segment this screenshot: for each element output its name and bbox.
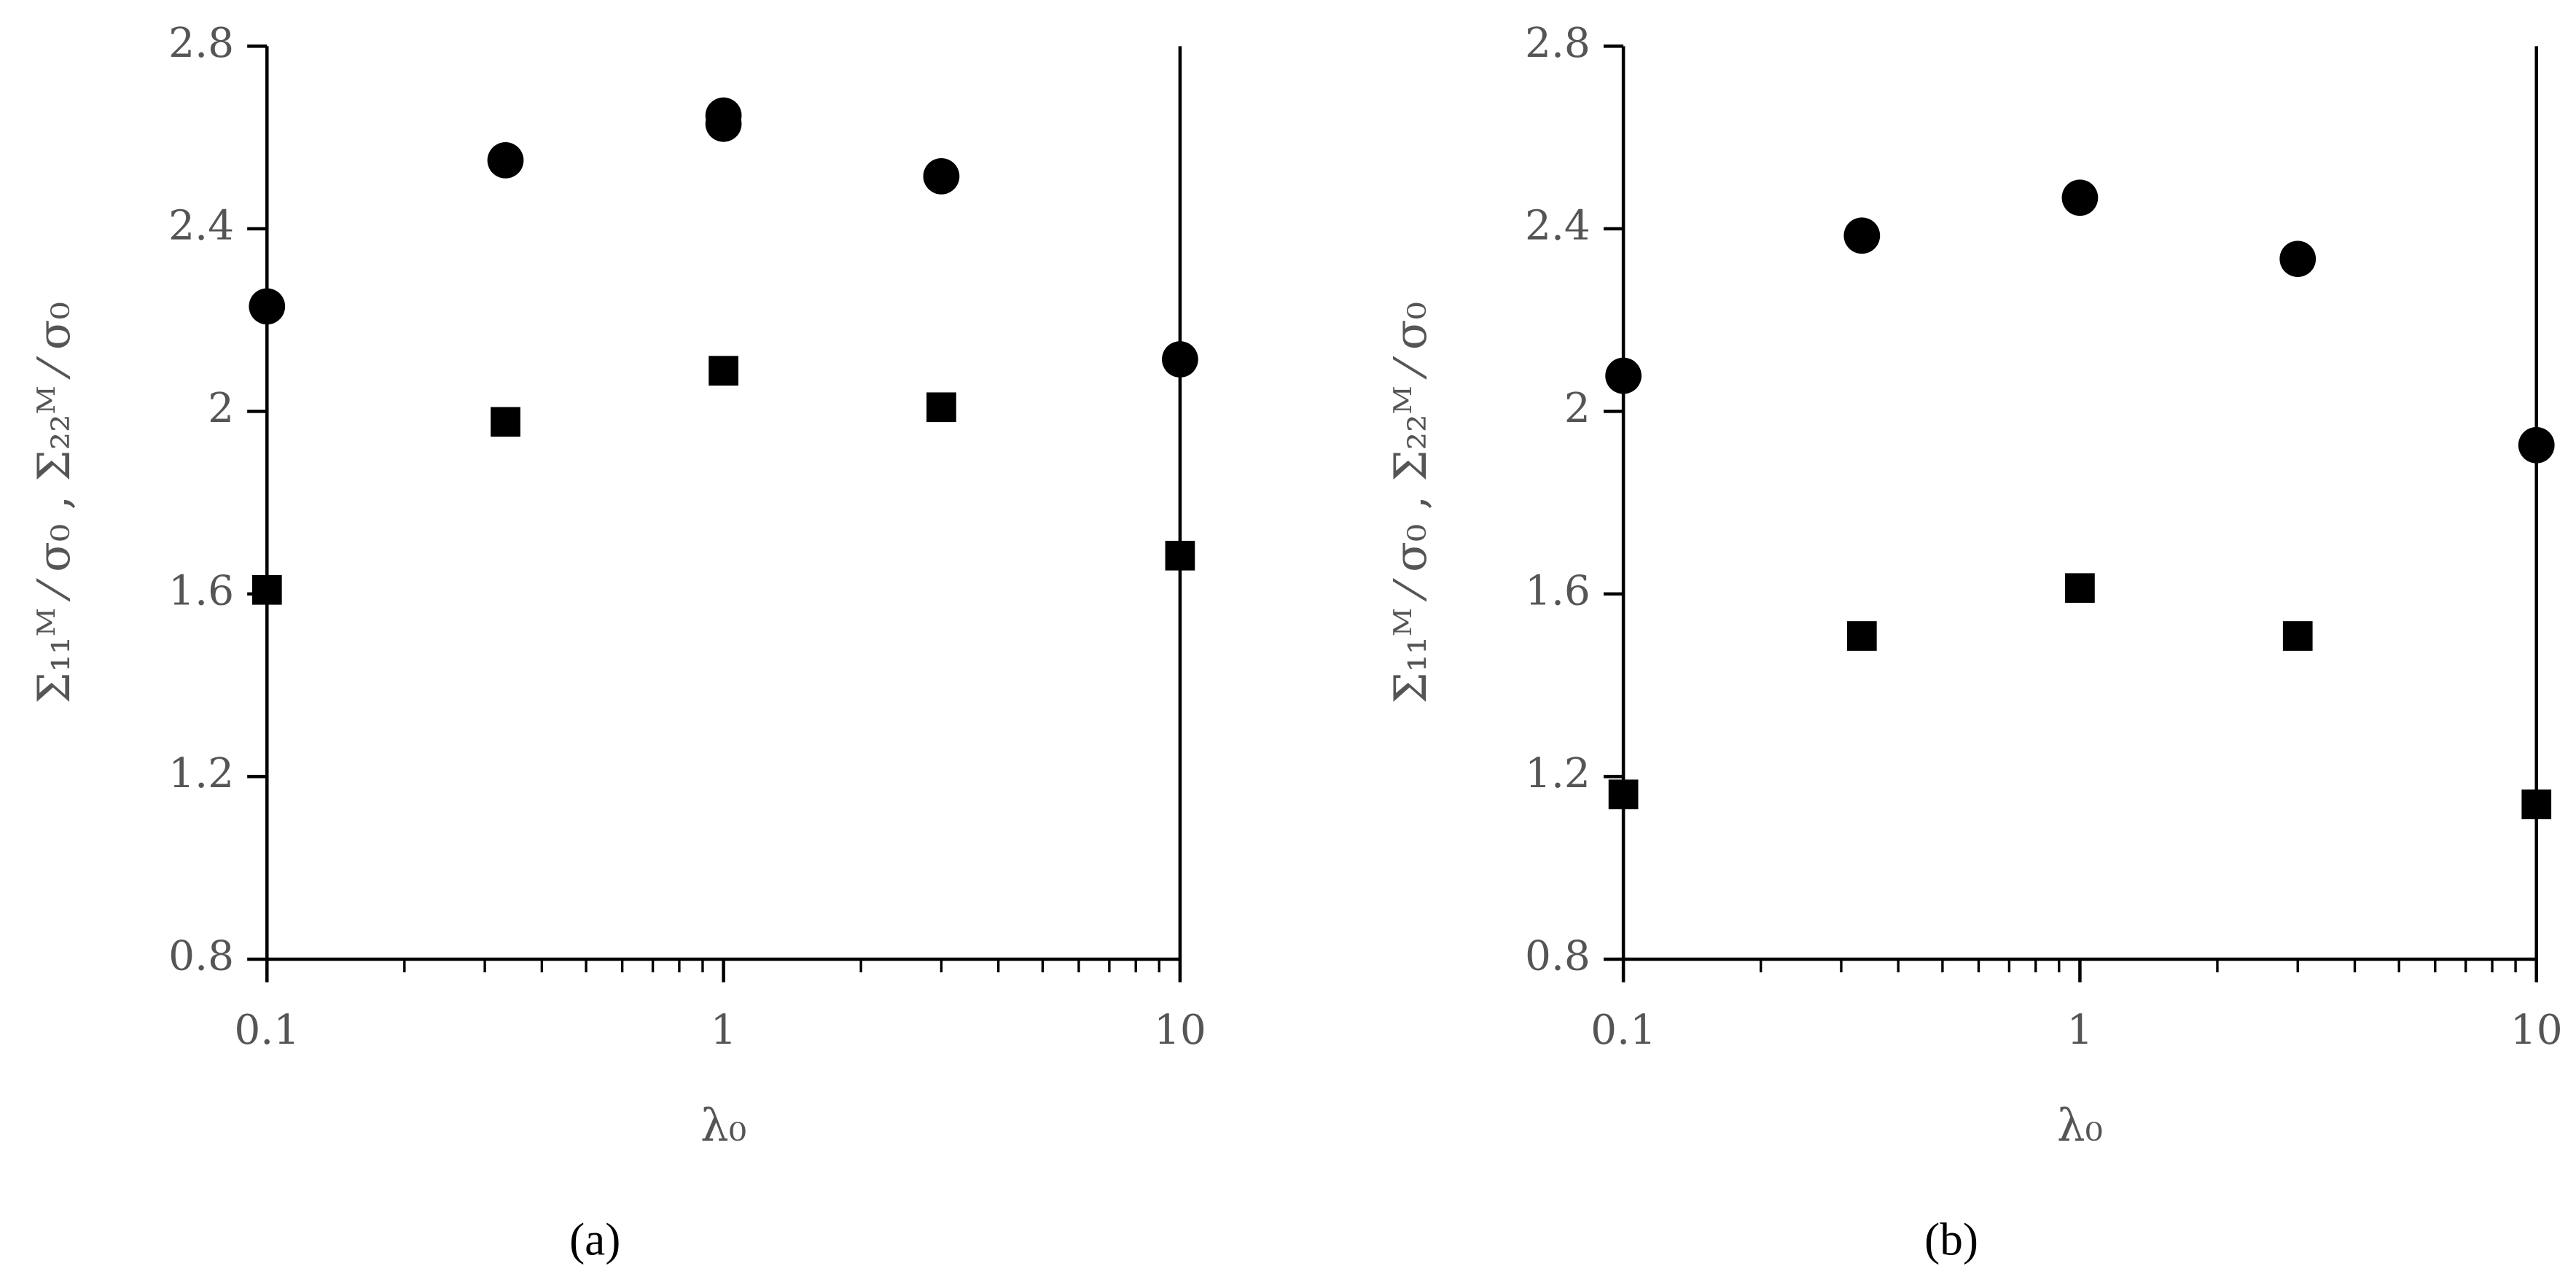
y-tick-label: 0.8 [168,932,234,980]
x-axis-label: λ₀ [700,1100,746,1152]
y-tick-label: 2.4 [1525,202,1591,249]
circle-marker [2518,426,2555,464]
square-marker [2282,621,2313,651]
x-tick-label: 0.1 [1591,1007,1656,1054]
caption: (a) [569,1214,620,1265]
circle-marker [2061,179,2099,216]
square-marker [926,392,956,423]
x-axis-label: λ₀ [2057,1100,2103,1152]
circle-marker [1605,357,1642,394]
y-tick-label: 0.8 [1525,932,1591,980]
caption: (b) [1924,1214,1978,1265]
x-tick-label: 0.1 [234,1007,300,1054]
circle-marker [1162,341,1198,378]
y-axis-label: Σ₁₁ᴹ ⁄ σ₀ , Σ₂₂ᴹ ⁄ σ₀ [28,302,80,703]
square-marker [491,407,520,437]
square-marker [1846,621,1877,651]
circle-marker [923,157,960,195]
x-tick-label: 1 [2066,1007,2093,1054]
y-tick-label: 1.6 [168,567,234,614]
y-tick-label: 2.4 [168,202,234,249]
x-tick-label: 1 [711,1007,737,1054]
square-marker [2065,573,2095,604]
y-tick-label: 2 [208,385,234,432]
y-tick-label: 1.2 [168,750,234,797]
y-tick-label: 1.2 [1525,750,1591,797]
square-marker [1165,540,1195,571]
circle-marker [705,105,742,142]
y-axis-label: Σ₁₁ᴹ ⁄ σ₀ , Σ₂₂ᴹ ⁄ σ₀ [1385,302,1437,703]
x-tick-label: 10 [2510,1007,2563,1054]
square-marker [1608,779,1639,810]
y-tick-label: 2.8 [1525,20,1591,67]
square-marker [2521,789,2552,819]
y-tick-label: 2 [1564,385,1591,432]
square-marker [251,574,282,605]
square-marker [709,356,738,386]
circle-marker [249,288,286,325]
circle-marker [487,142,524,179]
x-tick-label: 10 [1154,1007,1206,1054]
circle-marker [2279,241,2317,278]
circle-marker [1843,217,1881,254]
y-tick-label: 2.8 [168,20,234,67]
y-tick-label: 1.6 [1525,567,1591,614]
